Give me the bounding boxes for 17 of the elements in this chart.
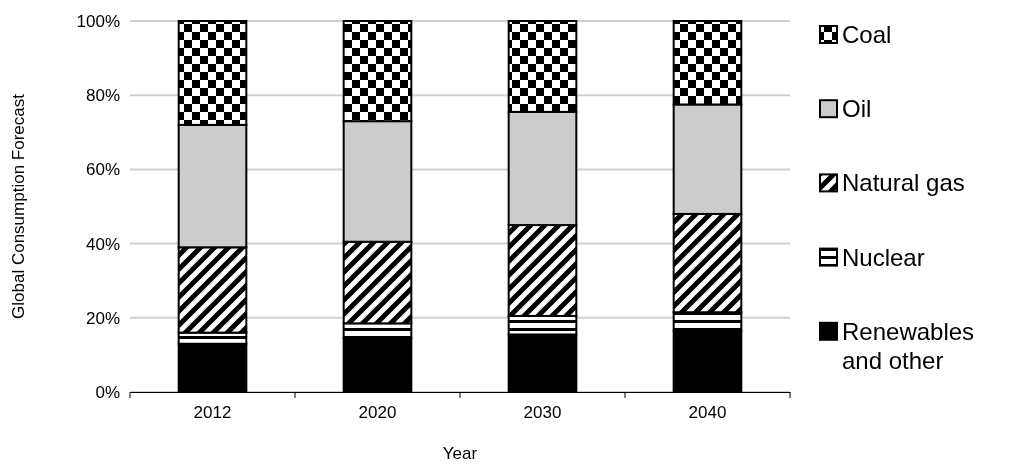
y-tick-label: 60%	[85, 160, 120, 180]
legend-label: Oil	[842, 95, 872, 123]
y-tick-label: 40%	[85, 234, 120, 254]
x-tick-label: 2020	[358, 403, 397, 423]
y-axis-title: Global Consumption Forecast	[9, 93, 28, 319]
legend-label: Coal	[842, 21, 892, 48]
x-tick-label: 2040	[688, 403, 727, 423]
legend-label: Natural gas	[842, 169, 965, 197]
y-tick-label: 80%	[85, 86, 120, 106]
y-tick-label: 20%	[85, 308, 120, 328]
x-tick-label: 2012	[193, 403, 232, 423]
y-tick-label: 100%	[76, 11, 120, 31]
legend-label: Renewables and other	[842, 317, 975, 374]
legend-label: Nuclear	[842, 243, 925, 271]
x-tick-label: 2030	[523, 403, 562, 423]
x-axis-title: Year	[442, 444, 478, 463]
y-tick-label: 0%	[95, 382, 120, 402]
